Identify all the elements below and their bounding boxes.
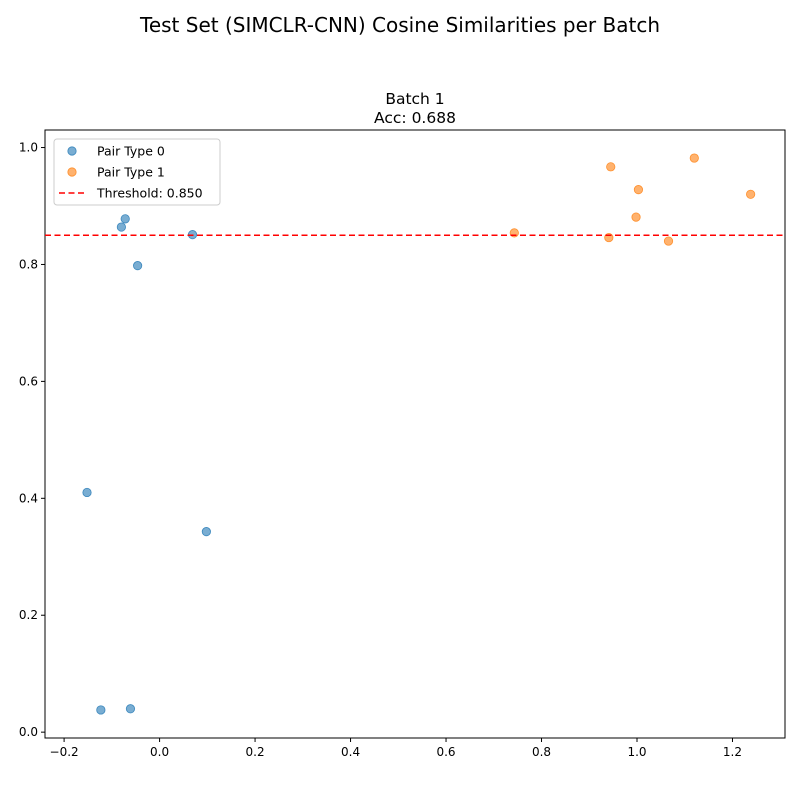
legend-marker-type-1 [67, 167, 77, 177]
y-tick-label: 0.8 [19, 257, 38, 271]
scatter-point-type-0 [116, 222, 126, 232]
scatter-point-type-0 [201, 527, 211, 537]
scatter-point-type-1 [663, 236, 674, 246]
y-tick-label: 0.2 [19, 608, 38, 622]
scatter-point-type-1 [606, 162, 616, 172]
axes-frame [44, 129, 786, 739]
scatter-point-type-0 [125, 704, 136, 714]
legend-label: Pair Type 0 [97, 144, 165, 159]
x-tick-label: 0.8 [532, 745, 551, 759]
plot-area: −0.2 0.0 0.2 0.4 0.6 0.8 1.0 1.2 0.0 0.2 0.4 0.6 0.8… [19, 129, 786, 759]
x-tick-label: 1.2 [723, 745, 742, 759]
scatter-point-type-0 [96, 705, 106, 715]
scatter-point-type-1 [633, 185, 644, 195]
x-tick-label: 0.0 [150, 745, 169, 759]
scatter-point-type-1 [631, 212, 641, 222]
axes-subtitle: Acc: 0.688 [374, 109, 456, 127]
scatter-point-type-0 [133, 261, 143, 271]
legend-marker-type-0 [67, 146, 77, 156]
y-tick-label: 0.4 [19, 491, 38, 505]
x-tick-label: 0.6 [436, 745, 455, 759]
axes-title: Batch 1 [385, 90, 444, 108]
x-tick-label: 1.0 [627, 745, 646, 759]
legend-label: Pair Type 1 [97, 165, 165, 180]
y-tick-label: 0.6 [19, 374, 38, 388]
x-tick-label: 0.4 [341, 745, 360, 759]
legend-box [53, 138, 221, 206]
figure-suptitle: Test Set (SIMCLR-CNN) Cosine Similaritie… [139, 13, 660, 37]
y-tick-label: 1.0 [19, 141, 38, 155]
legend: Pair Type 0 Pair Type 1 Threshold: 0.850 [53, 138, 221, 206]
scatter-point-type-0 [82, 487, 92, 498]
scatter-point-type-1 [746, 189, 756, 199]
y-tick-label: 0.0 [19, 725, 38, 739]
legend-label: Threshold: 0.850 [96, 186, 203, 201]
x-tick-label: −0.2 [50, 745, 79, 759]
x-tick-label: 0.2 [246, 745, 265, 759]
scatter-point-type-0 [120, 214, 130, 224]
scatter-point-type-1 [689, 153, 699, 163]
